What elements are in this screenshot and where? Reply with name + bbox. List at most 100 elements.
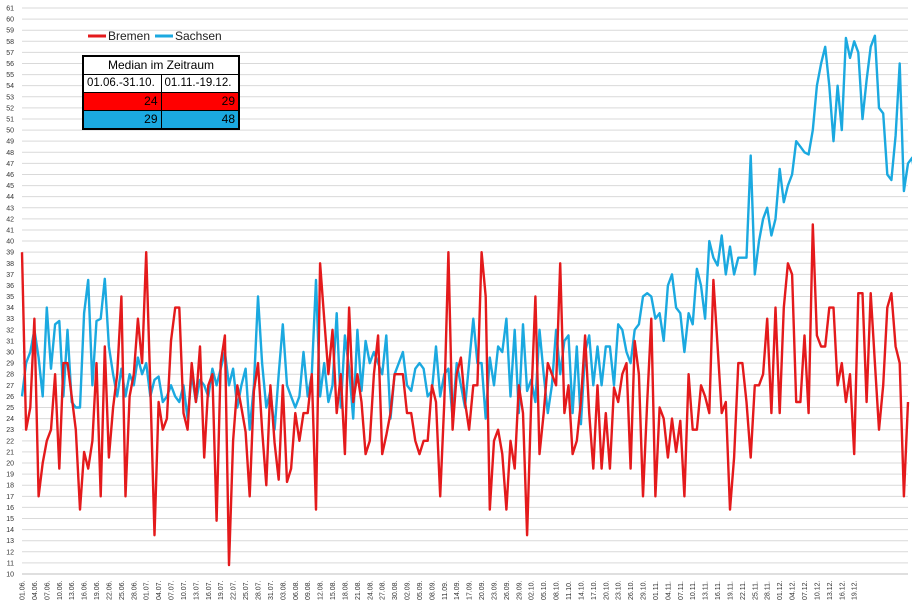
median-sachsen-period-1: 29 [144, 112, 158, 126]
y-tick-label: 11 [7, 560, 14, 567]
x-tick-label: 11.10. [566, 581, 573, 600]
y-tick-label: 13 [6, 538, 14, 545]
y-tick-label: 40 [6, 239, 14, 246]
x-tick-label: 13.06. [69, 580, 76, 600]
y-tick-label: 49 [6, 139, 14, 146]
x-tick-label: 26.09. [504, 580, 511, 600]
x-tick-label: 10.06. [57, 580, 64, 600]
y-tick-label: 53 [6, 94, 14, 101]
y-tick-label: 19 [6, 472, 14, 479]
x-tick-label: 05.09. [417, 580, 424, 600]
x-tick-label: 05.10. [541, 580, 548, 600]
x-tick-label: 17.10. [591, 580, 598, 600]
y-tick-label: 36 [6, 283, 14, 290]
y-tick-label: 23 [6, 427, 14, 434]
x-tick-label: 19.12. [852, 580, 859, 600]
y-tick-label: 38 [6, 261, 14, 268]
y-tick-label: 47 [6, 161, 14, 168]
legend: Bremen Sachsen [88, 29, 222, 43]
y-tick-label: 28 [6, 372, 14, 379]
x-tick-label: 22.06. [106, 580, 113, 600]
median-bremen-period-2: 29 [160, 93, 239, 110]
x-tick-label: 04.11. [665, 581, 672, 600]
y-tick-label: 43 [6, 205, 14, 212]
x-tick-label: 19.07. [218, 580, 225, 600]
x-tick-label: 16.12. [839, 580, 846, 600]
x-tick-label: 22.07. [231, 580, 238, 600]
y-tick-label: 42 [6, 216, 14, 223]
median-row-sachsen: 29 48 [84, 110, 238, 128]
y-tick-label: 18 [6, 483, 14, 490]
y-tick-label: 41 [6, 227, 14, 234]
x-tick-label: 15.08. [330, 580, 337, 600]
x-tick-label: 25.07. [243, 580, 250, 600]
x-tick-label: 20.10. [603, 580, 610, 600]
x-tick-label: 16.06. [82, 580, 89, 600]
y-tick-label: 44 [6, 194, 14, 201]
y-tick-label: 52 [6, 105, 14, 112]
y-tick-label: 51 [6, 116, 14, 123]
y-tick-label: 14 [6, 527, 14, 534]
y-tick-label: 57 [6, 50, 14, 57]
x-tick-label: 24.08. [367, 580, 374, 600]
x-axis-ticks: 01.06. 04.06. 07.06. 10.06. 13.06. 16.06. 19.0… [20, 580, 859, 600]
y-tick-label: 32 [6, 327, 14, 334]
median-row-bremen: 24 29 [84, 92, 238, 110]
legend-label-bremen: Bremen [108, 29, 150, 43]
y-tick-label: 59 [6, 28, 14, 35]
x-tick-label: 19.06. [94, 580, 101, 600]
y-tick-label: 61 [6, 6, 14, 13]
y-tick-label: 45 [6, 183, 14, 190]
x-tick-label: 28.11. [765, 581, 772, 600]
x-tick-label: 04.07. [156, 580, 163, 600]
x-tick-label: 01.12. [777, 580, 784, 600]
x-tick-label: 18.08. [342, 580, 349, 600]
x-tick-label: 30.08. [392, 580, 399, 600]
x-tick-label: 06.08. [293, 580, 300, 600]
x-tick-label: 02.09. [405, 580, 412, 600]
median-table-title: Median im Zeitraum [84, 57, 238, 75]
y-tick-label: 17 [6, 494, 14, 501]
x-tick-label: 11.09. [442, 581, 449, 600]
y-tick-label: 26 [6, 394, 14, 401]
x-tick-label: 12.08. [318, 580, 325, 600]
x-tick-label: 28.06. [131, 580, 138, 600]
legend-label-sachsen: Sachsen [175, 29, 222, 43]
x-tick-label: 07.12. [802, 580, 809, 600]
median-table: Median im Zeitraum 01.06.-31.10. 01.11.-… [82, 55, 240, 130]
x-tick-label: 29.09. [516, 580, 523, 600]
y-tick-label: 29 [6, 361, 14, 368]
y-tick-label: 25 [6, 405, 14, 412]
y-tick-label: 24 [6, 416, 14, 423]
x-tick-label: 23.10. [616, 580, 623, 600]
median-col-period-1: 01.06.-31.10. [87, 77, 155, 89]
x-tick-label: 28.07. [255, 580, 262, 600]
x-tick-label: 07.11. [678, 581, 685, 600]
x-tick-label: 16.11. [715, 581, 722, 600]
median-bremen-period-1: 24 [144, 94, 158, 108]
y-tick-label: 35 [6, 294, 14, 301]
median-table-header-row: 01.06.-31.10. 01.11.-19.12. [84, 75, 238, 92]
x-tick-label: 21.08. [355, 580, 362, 600]
y-axis-ticks: 10 11 12 13 14 15 16 17 18 19 20 21 22 23 24 25 26 27 28 29… [6, 6, 14, 579]
y-tick-label: 31 [6, 338, 14, 345]
x-tick-label: 07.06. [44, 580, 51, 600]
x-tick-label: 13.11. [703, 581, 710, 600]
x-tick-label: 07.07. [169, 580, 176, 600]
series-line-sachsen [20, 34, 912, 431]
x-tick-label: 29.10. [641, 580, 648, 600]
x-tick-label: 16.07. [206, 580, 213, 600]
y-tick-label: 27 [6, 383, 14, 390]
x-tick-label: 10.11. [690, 581, 697, 600]
x-tick-label: 08.10. [554, 580, 561, 600]
y-tick-label: 20 [6, 461, 14, 468]
y-tick-label: 12 [6, 549, 14, 556]
y-tick-label: 39 [6, 250, 14, 257]
x-tick-label: 08.09. [429, 580, 436, 600]
x-tick-label: 01.06. [20, 580, 27, 600]
x-tick-label: 31.07. [268, 580, 275, 600]
median-col-period-2: 01.11.-19.12. [160, 75, 239, 92]
x-tick-label: 01.11. [653, 581, 660, 600]
x-tick-label: 04.06. [32, 580, 39, 600]
x-tick-label: 20.09. [479, 580, 486, 600]
